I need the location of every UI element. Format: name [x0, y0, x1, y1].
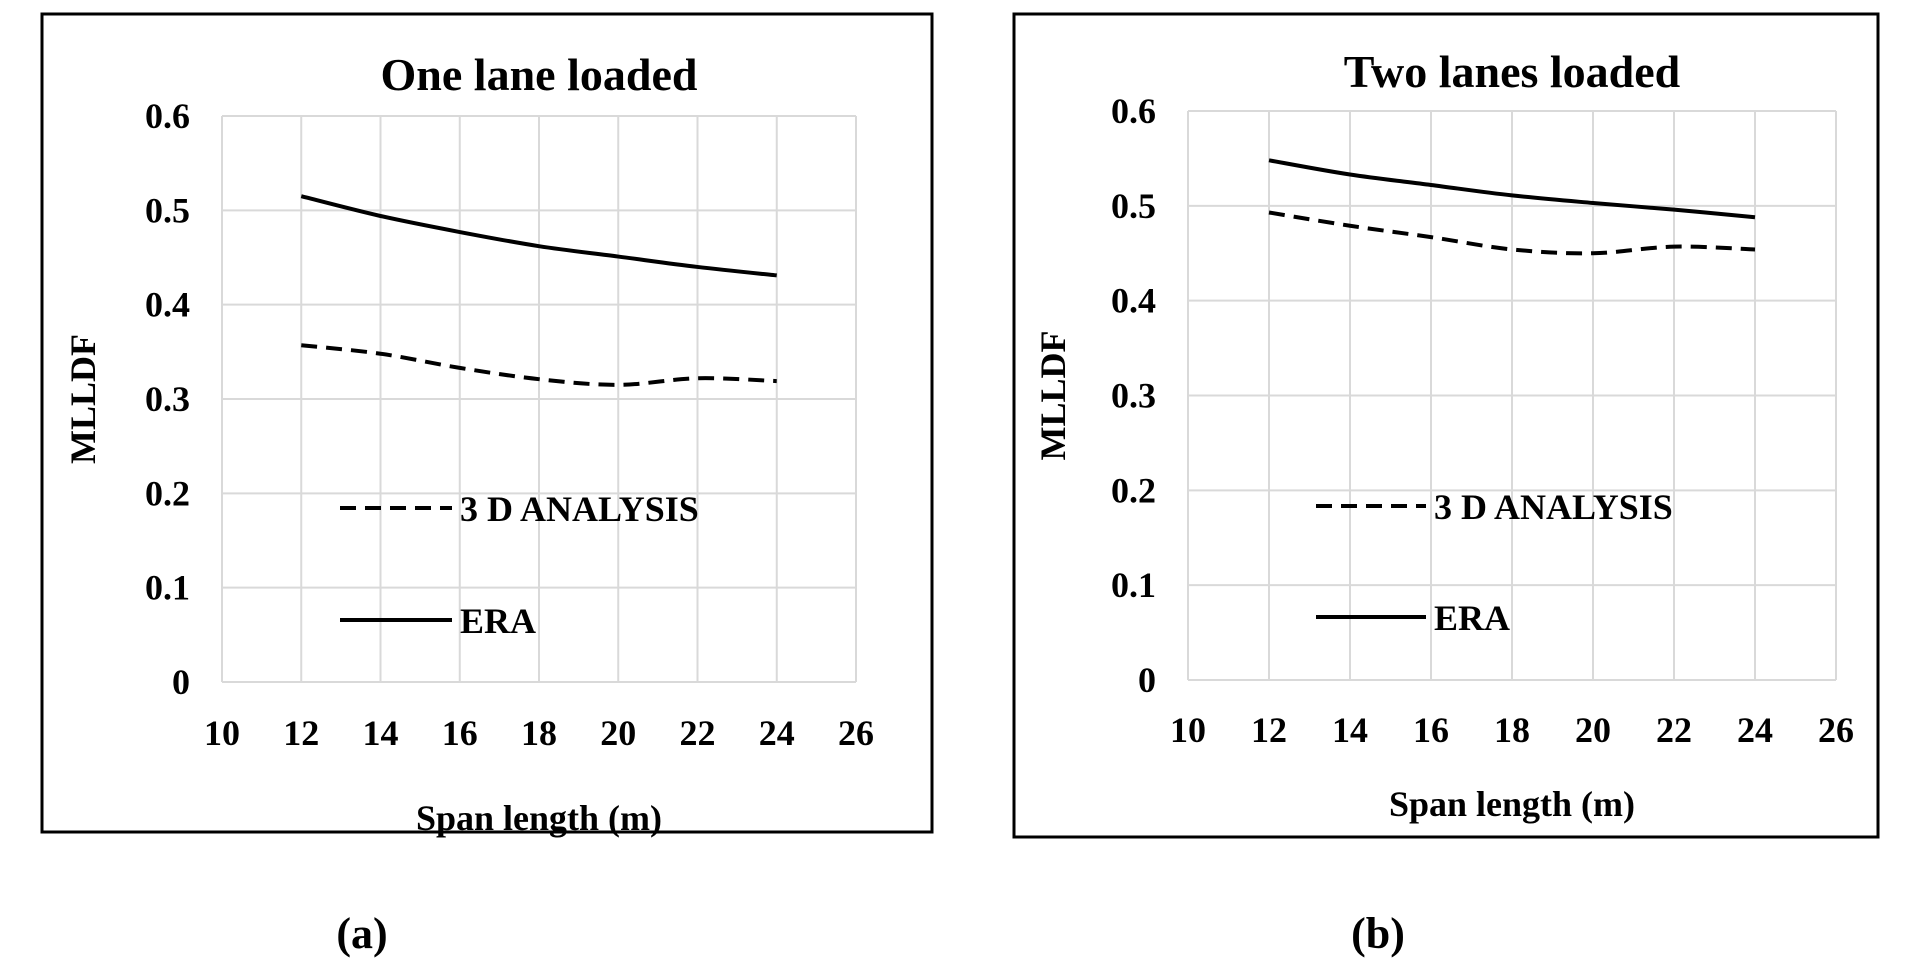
figure-caption: (a) — [336, 909, 387, 958]
x-tick-label: 18 — [1494, 710, 1530, 750]
x-tick-label: 22 — [1656, 710, 1692, 750]
x-tick-label: 26 — [1818, 710, 1854, 750]
chart-b: Two lanes loaded 10 12 14 16 18 20 22 24 26 0 0.1 0.… — [1012, 12, 1880, 958]
y-tick-label: 0.5 — [1111, 186, 1156, 226]
y-tick-label: 0.4 — [145, 285, 190, 325]
x-tick-label: 20 — [1575, 710, 1611, 750]
y-tick-label: 0 — [172, 662, 190, 702]
y-tick-label: 0.4 — [1111, 281, 1156, 321]
x-tick-label: 24 — [759, 713, 795, 753]
x-tick-label: 12 — [283, 713, 319, 753]
y-tick-label: 0.6 — [1111, 91, 1156, 131]
y-tick-label: 0.3 — [1111, 376, 1156, 416]
y-tick-label: 0.5 — [145, 190, 190, 230]
y-tick-label: 0.2 — [1111, 470, 1156, 510]
figure-caption: (b) — [1351, 909, 1405, 958]
chart-a: One lane loaded 10 12 14 16 18 20 22 24 26 0 0.1 0.2… — [40, 12, 934, 958]
x-tick-label: 20 — [600, 713, 636, 753]
y-tick-label: 0 — [1138, 660, 1156, 700]
x-tick-label: 16 — [1413, 710, 1449, 750]
x-axis-label: Span length (m) — [1389, 784, 1635, 824]
series-line-3d-analysis — [301, 343, 777, 387]
x-tick-label: 12 — [1251, 710, 1287, 750]
y-tick-label: 0.1 — [145, 568, 190, 608]
legend-entry: ERA — [1434, 598, 1510, 638]
x-tick-label: 26 — [838, 713, 874, 753]
y-axis-label: MLLDF — [1033, 331, 1073, 461]
y-tick-label: 0.1 — [1111, 565, 1156, 605]
chart-title: One lane loaded — [381, 49, 698, 100]
chart-frame — [1012, 12, 1880, 839]
x-tick-label: 10 — [204, 713, 240, 753]
series-line-era — [1268, 158, 1756, 220]
chart-frame — [40, 12, 934, 834]
legend-entry: 3 D ANALYSIS — [1434, 487, 1673, 527]
y-tick-label: 0.2 — [145, 473, 190, 513]
x-tick-label: 14 — [1332, 710, 1368, 750]
legend-entry: 3 D ANALYSIS — [460, 489, 699, 529]
x-tick-label: 10 — [1170, 710, 1206, 750]
y-tick-label: 0.3 — [145, 379, 190, 419]
x-axis-label: Span length (m) — [416, 798, 662, 838]
x-tick-label: 22 — [680, 713, 716, 753]
series-line-era — [300, 194, 777, 278]
x-tick-label: 16 — [442, 713, 478, 753]
x-tick-label: 18 — [521, 713, 557, 753]
x-tick-label: 14 — [363, 713, 399, 753]
x-tick-label: 24 — [1737, 710, 1773, 750]
legend-entry: ERA — [460, 601, 536, 641]
y-tick-label: 0.6 — [145, 96, 190, 136]
chart-title: Two lanes loaded — [1344, 46, 1681, 97]
series-line-3d-analysis — [1268, 210, 1756, 256]
y-axis-label: MLLDF — [63, 334, 103, 464]
